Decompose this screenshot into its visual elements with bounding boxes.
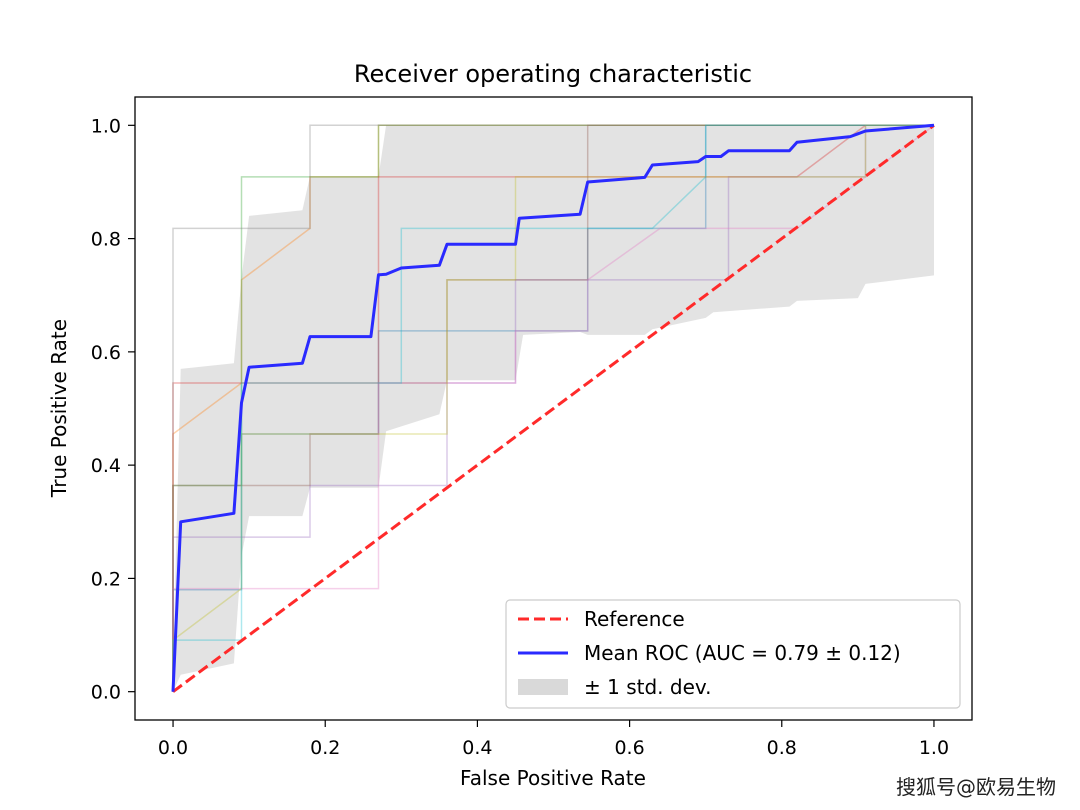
x-axis-label: False Positive Rate	[460, 766, 646, 790]
x-tick-label: 0.0	[158, 737, 188, 759]
y-axis-label: True Positive Rate	[47, 319, 71, 498]
fold-roc-curve-8	[172, 124, 934, 692]
x-tick-label: 0.4	[462, 737, 492, 759]
y-tick-label: 0.2	[91, 568, 121, 590]
mean-roc-line	[171, 123, 935, 692]
legend-box	[505, 599, 961, 709]
fold-roc-curve-10	[172, 124, 934, 692]
reference-line	[172, 124, 935, 693]
fold-roc-curve-9	[172, 124, 934, 692]
y-tick-label: 0.4	[91, 455, 121, 477]
x-tick-label: 0.2	[310, 737, 340, 759]
fold-roc-curve-3	[172, 124, 934, 692]
x-tick-label: 0.6	[614, 737, 644, 759]
fold-roc-curve-5	[172, 124, 934, 692]
x-tick-label: 0.8	[767, 737, 797, 759]
fold-roc-curve-6	[172, 124, 934, 692]
chart-title: Receiver operating characteristic	[354, 60, 752, 88]
fold-roc-curve-1	[172, 124, 934, 692]
x-tick-label: 1.0	[919, 737, 949, 759]
fold-roc-curve-7	[172, 124, 935, 692]
legend-label-2: Mean ROC (AUC = 0.79 ± 0.12)	[584, 641, 901, 665]
y-tick-label: 0.8	[91, 229, 121, 251]
fold-roc-curve-2	[172, 124, 934, 692]
y-tick-label: 1.0	[91, 115, 121, 137]
plot-area: 0.0 0.2 0.4 0.6 0.8 1.0 0.0 0.2 0.4 0.6 0.8 1.0	[91, 96, 973, 759]
watermark-text: 搜狐号@欧易生物	[896, 775, 1056, 799]
axes-frame	[134, 96, 973, 721]
fold-roc-curve-4	[172, 124, 934, 692]
y-tick-label: 0.0	[91, 682, 121, 704]
legend: Reference Mean ROC (AUC = 0.79 ± 0.12) ± 1…	[505, 599, 961, 709]
legend-label-3: ± 1 std. dev.	[584, 675, 712, 699]
legend-swatch-std-dev	[518, 679, 568, 695]
y-tick-label: 0.6	[91, 342, 121, 364]
legend-label-1: Reference	[584, 607, 685, 631]
